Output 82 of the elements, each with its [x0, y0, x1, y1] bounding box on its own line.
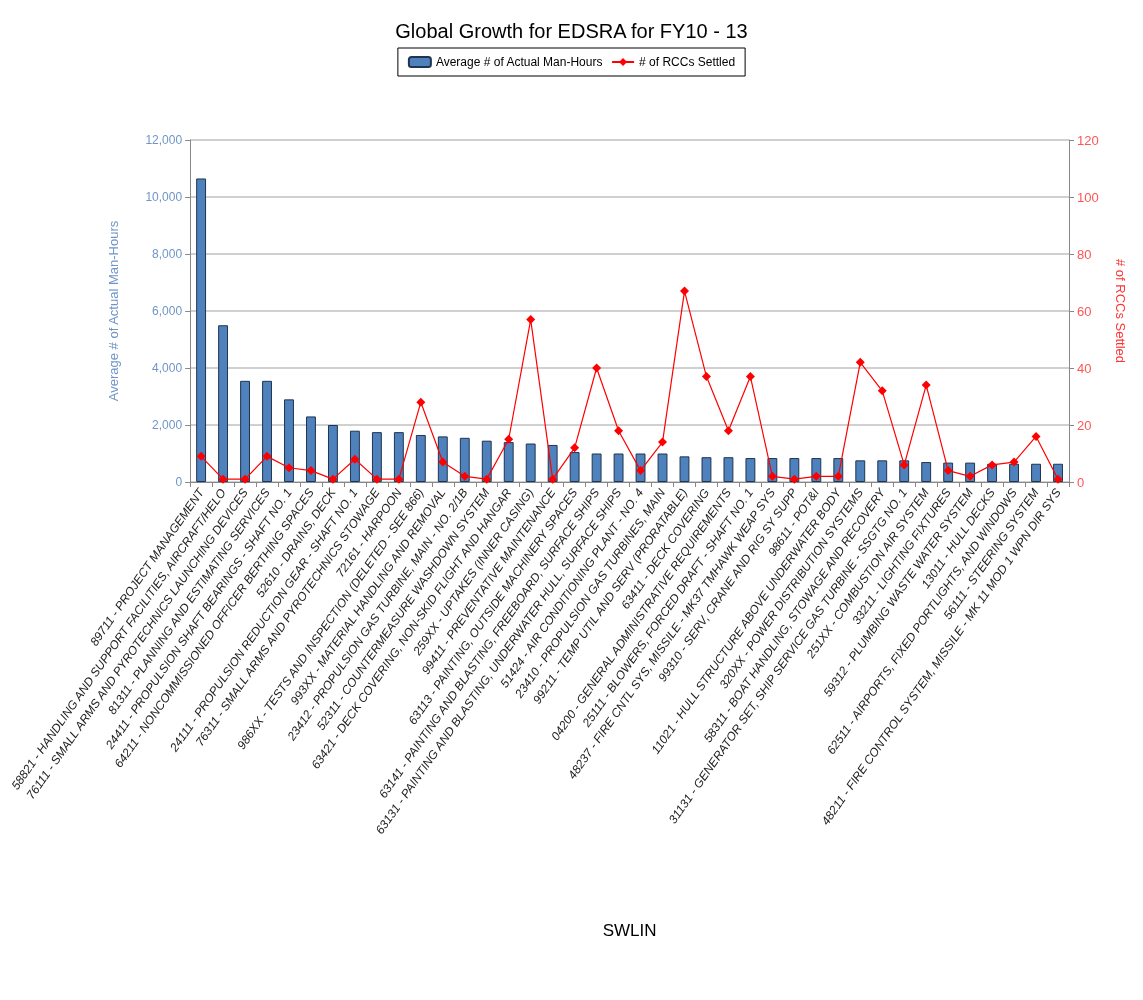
point	[1053, 474, 1063, 484]
bar	[723, 457, 734, 482]
x-axis-title: SWLIN	[602, 921, 657, 940]
bar	[657, 453, 668, 482]
point	[372, 474, 382, 484]
y-tick-label: 2,000	[152, 418, 183, 432]
bar	[855, 460, 866, 482]
y-tick-label: 10,000	[145, 190, 183, 204]
y2-tick-label: 40	[1077, 360, 1092, 376]
bar	[921, 462, 932, 482]
y-tick-label: 8,000	[152, 247, 183, 261]
bar	[415, 434, 426, 482]
point	[240, 474, 250, 484]
point	[833, 471, 843, 481]
y-tick-label: 4,000	[152, 361, 183, 375]
bar	[569, 452, 580, 482]
point	[877, 386, 887, 396]
point	[987, 460, 997, 470]
point	[548, 474, 558, 484]
point	[306, 466, 316, 476]
bar	[349, 430, 360, 482]
y2-tick-label: 60	[1077, 303, 1092, 319]
bar	[503, 442, 514, 482]
bar	[328, 425, 338, 482]
point	[1031, 431, 1041, 441]
y2-tick-label: 20	[1077, 417, 1092, 433]
point	[394, 474, 404, 484]
bar	[1031, 463, 1041, 482]
y2-tick-label: 100	[1077, 189, 1099, 205]
point	[460, 471, 470, 481]
point	[526, 315, 536, 325]
point	[284, 463, 294, 473]
point	[570, 443, 580, 453]
point	[262, 451, 272, 461]
legend-label: Average # of Actual Man-Hours	[435, 55, 603, 69]
point	[592, 363, 602, 373]
point	[811, 471, 821, 481]
y2-tick-label: 120	[1077, 132, 1099, 148]
point	[855, 357, 865, 367]
y-tick-label: 12,000	[145, 133, 183, 147]
bar	[284, 399, 294, 482]
bar	[701, 457, 712, 482]
bar	[262, 380, 272, 482]
y2-tick-label: 80	[1077, 246, 1092, 262]
bar	[591, 453, 602, 482]
point	[438, 457, 448, 467]
point	[504, 434, 514, 444]
point	[679, 286, 689, 296]
point	[1009, 457, 1019, 467]
point	[899, 460, 909, 470]
y-axis-title: Average # of Actual Man-Hours	[106, 220, 122, 402]
point	[723, 426, 733, 436]
point	[218, 474, 228, 484]
bar	[218, 325, 229, 482]
y-tick-label: 6,000	[152, 304, 183, 318]
point	[789, 474, 799, 484]
bar	[371, 432, 382, 482]
bar	[196, 178, 207, 482]
point	[328, 474, 338, 484]
point	[658, 437, 668, 447]
bar	[679, 456, 690, 482]
point	[416, 397, 426, 407]
y2-tick-label: 0	[1077, 474, 1085, 490]
bar	[240, 380, 250, 482]
bar	[525, 443, 536, 482]
legend-label: # of RCCs Settled	[639, 55, 736, 69]
chart-title: Global Growth for EDSRA for FY10 - 13	[395, 20, 748, 42]
point	[196, 451, 206, 461]
point	[767, 471, 777, 481]
point	[745, 372, 755, 382]
bar	[877, 460, 888, 482]
bar	[613, 453, 624, 482]
bar	[306, 416, 316, 482]
y2-axis-title: # of RCCs Settled	[1113, 258, 1128, 364]
y-tick-label: 0	[175, 475, 183, 489]
bar	[745, 458, 756, 482]
point	[482, 474, 492, 484]
bar	[1009, 463, 1020, 482]
point	[701, 372, 711, 382]
point	[921, 380, 931, 390]
point	[614, 426, 624, 436]
point	[350, 454, 360, 464]
